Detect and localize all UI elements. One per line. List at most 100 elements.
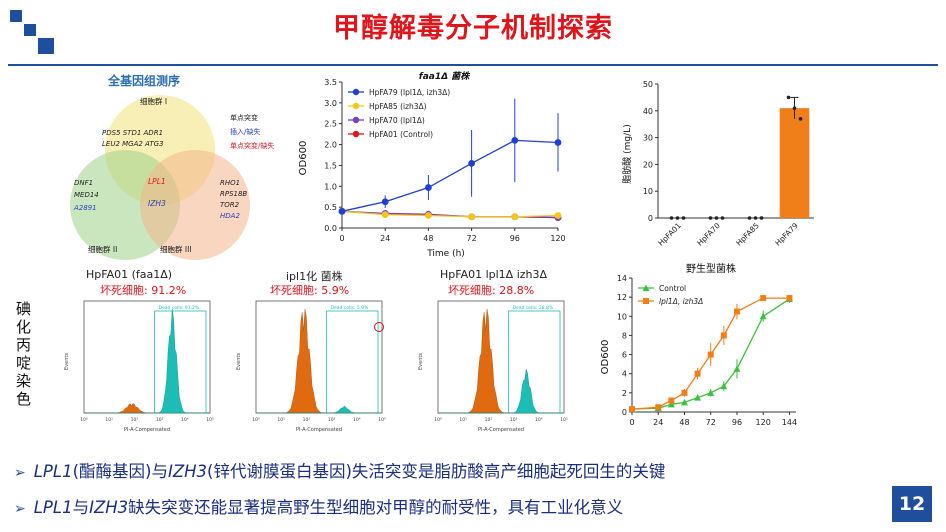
wt-point-triangle: [667, 400, 675, 408]
flow-gate-label: Dead cells: 91.2%: [159, 305, 200, 311]
flow-x-tick-label: 10³: [510, 417, 518, 423]
growth-legend-marker: [352, 116, 360, 124]
growth-chart-ylabel: OD600: [298, 141, 309, 176]
wt-point-triangle: [707, 389, 715, 396]
flow-x-tick-label: 10⁵: [378, 417, 386, 423]
flow-live-population: [84, 403, 210, 414]
wt-point-square: [707, 351, 714, 358]
bar-y-tick-label: 10: [643, 187, 653, 196]
bar-data-point: [714, 216, 719, 220]
wt-y-tick-label: 6: [622, 351, 627, 360]
venn-legend-3: 单点突变/缺失: [230, 141, 274, 150]
venn-top-genes-2: LEU2 MGA2 ATG3: [102, 140, 164, 148]
growth-legend-label: HpFA85 (izh3Δ): [369, 102, 427, 111]
flow-x-tick-label: 10⁰: [434, 417, 442, 423]
flow-histogram-1: Events PI-A-Compensated Dead cells: 91.2% 1…: [64, 300, 214, 433]
flow-frame: [83, 300, 211, 414]
bullet-2-gene-a: LPL1: [33, 498, 73, 517]
flow-x-tick-label: 10²: [485, 417, 493, 423]
flow-live-population: [438, 308, 564, 414]
growth-point: [468, 213, 475, 221]
growth-chart-faa1: faa1Δ 菌株 Time (h) OD600 0.0 0.5 1.0 1.5 2.0 2…: [298, 71, 566, 259]
flow-live-population: [256, 308, 382, 414]
growth-x-tick-label: 0: [339, 234, 344, 243]
flow-xlabel: PI-A-Compensated: [124, 427, 170, 433]
venn-legend-1: 单点突变: [230, 113, 258, 122]
wt-point-square: [760, 295, 767, 302]
bar-data-point: [747, 216, 752, 220]
title-divider: [8, 64, 938, 66]
bar-chart-ylabel: 脂肪酸 (mg/L): [621, 124, 633, 183]
venn-left-gene-3: A2891: [73, 204, 97, 212]
growth-legend-label: HpFA01 (Control): [369, 130, 433, 139]
growth-legend-label: HpFA70 (lpl1Δ): [369, 116, 425, 125]
bar-category-label: HpFA79: [773, 221, 800, 248]
bar: [779, 108, 810, 218]
bar-data-point: [675, 216, 680, 220]
wt-point-square: [681, 389, 688, 396]
growth-point: [425, 184, 432, 191]
side-label-pi-staining: 碘化丙啶染色: [16, 300, 32, 408]
wt-x-tick-label: 72: [706, 418, 716, 427]
wt-point-square: [720, 332, 727, 339]
bar-data-point: [753, 216, 758, 220]
wt-point-triangle: [694, 394, 702, 401]
venn-right-gene-2: RPS18B: [220, 190, 247, 198]
bullet-1-text-d: (锌代谢膜蛋白基因)失活突变是脂肪酸高产细胞起死回生的关键: [207, 462, 666, 481]
wt-point-square: [668, 397, 675, 404]
flow-x-tick-label: 10¹: [459, 417, 467, 423]
growth-chart-title: faa1Δ 菌株: [419, 71, 470, 82]
wt-x-tick-label: 0: [629, 418, 634, 427]
slide-title: 甲醇解毒分子机制探索: [333, 13, 613, 44]
growth-x-tick-label: 24: [380, 234, 390, 243]
growth-point: [554, 139, 562, 146]
bar-y-tick-label: 40: [643, 107, 653, 116]
growth-series-line: [341, 139, 559, 212]
bullet-1-text-b: (酯酶基因)与: [72, 462, 168, 481]
growth-y-tick-label: 1.0: [324, 182, 337, 191]
bar-y-tick-label: 0: [648, 214, 653, 223]
wt-point-square: [694, 370, 701, 377]
bar-chart-plot: 0 10 20 30 40 50 HpFA01 HpFA70 HpFA85 HpFA79: [643, 80, 814, 248]
venn-group2-label: 细胞群 II: [88, 244, 117, 254]
flow-histogram-3: Events PI-A-Compensated Dead cells: 28.8% 1…: [418, 300, 568, 433]
growth-point: [425, 212, 432, 219]
growth-y-tick-label: 3.0: [324, 99, 337, 108]
bullet-2-text-d: 缺失突变还能显著提高野生型细胞对甲醇的耐受性，具有工业化意义: [128, 498, 624, 517]
flow-gate-label: Dead cells: 28.8%: [513, 305, 554, 311]
flow-panel-1-dead: 坏死细胞: 91.2%: [100, 284, 187, 297]
wt-y-tick-label: 4: [622, 370, 627, 379]
venn-left-gene-1: DNF1: [74, 179, 93, 187]
flow-panel-3-dead: 坏死细胞: 28.8%: [448, 284, 535, 297]
bar-category-label: HpFA01: [656, 221, 683, 248]
venn-right-gene-1: RHO1: [220, 179, 240, 187]
flow-x-tick-label: 10⁴: [535, 417, 543, 423]
venn-right-gene-3: TOR2: [220, 201, 240, 209]
wildtype-chart-title: 野生型菌株: [686, 262, 736, 275]
flow-x-tick-label: 10⁰: [252, 417, 260, 423]
flow-ylabel: Events: [236, 353, 242, 370]
growth-chart-plot: 0.0 0.5 1.0 1.5 2.0 2.5 3.0 3.5 0 24 48 72 96 120 HpFA…: [324, 78, 565, 243]
flow-x-tick-label: 10³: [328, 417, 336, 423]
bar-y-tick-label: 50: [643, 80, 653, 89]
wt-x-tick-label: 120: [756, 418, 771, 427]
growth-legend-marker: [352, 130, 360, 138]
growth-point: [554, 212, 562, 219]
wt-y-tick-label: 14: [617, 274, 627, 283]
growth-point: [468, 159, 475, 167]
venn-left-gene-2: MED14: [74, 191, 99, 199]
wt-legend-marker: [642, 284, 650, 291]
flow-dead-population: [438, 368, 564, 414]
wt-x-tick-label: 48: [679, 418, 689, 427]
growth-x-tick-label: 120: [550, 234, 565, 243]
flow-ylabel: Events: [418, 353, 424, 370]
venn-circle-3: [140, 150, 250, 260]
flow-xlabel: PI-A-Compensated: [296, 427, 342, 433]
bar-data-point: [786, 95, 791, 100]
bar-data-point: [720, 216, 725, 220]
venn-right-gene-4: HDA2: [220, 212, 240, 220]
bar-y-tick-label: 20: [643, 160, 653, 169]
flow-x-tick-label: 10⁴: [353, 417, 361, 423]
